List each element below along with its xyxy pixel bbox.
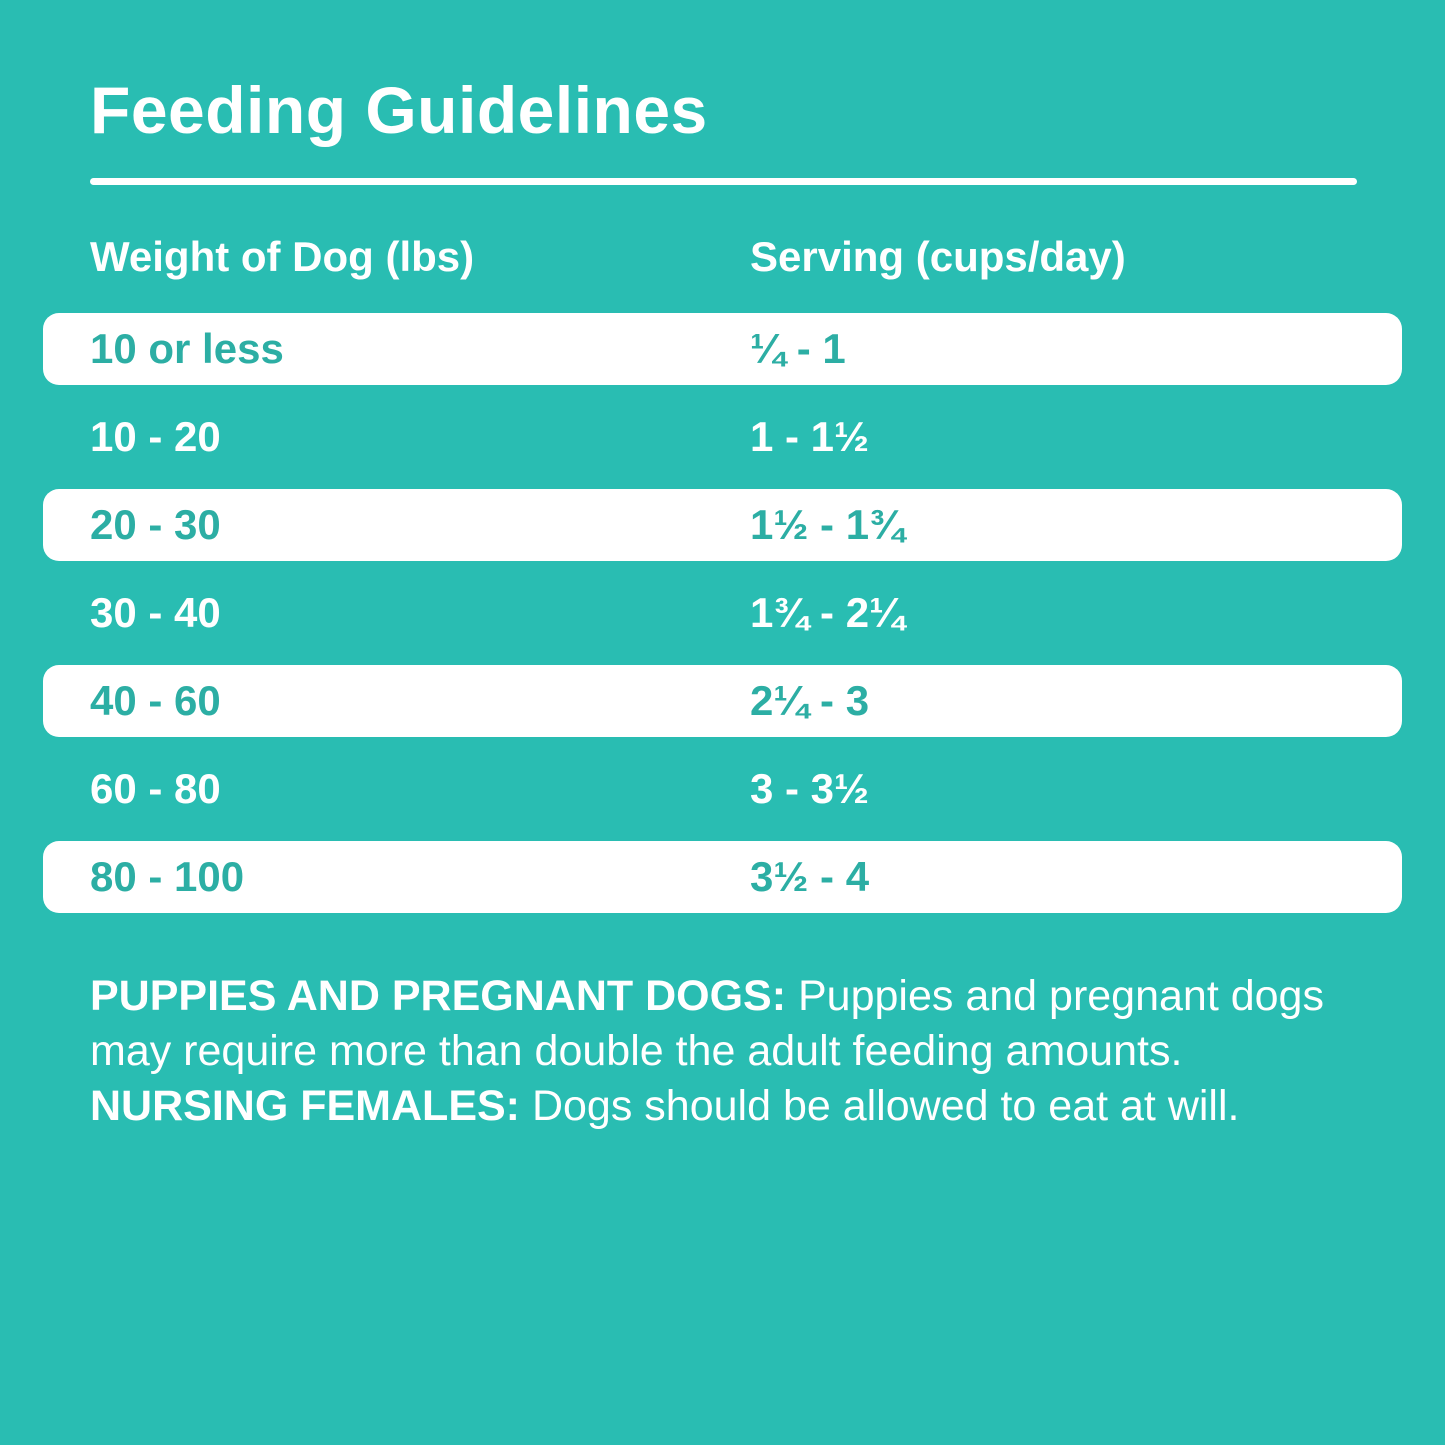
header-serving: Serving (cups/day)	[750, 233, 1126, 280]
serving-cell: 1¾ - 2¼	[750, 589, 905, 636]
panel-content: Feeding Guidelines Weight of Dog (lbs) S…	[43, 73, 1402, 1130]
table-row: 20 - 30 1½ - 1¾	[43, 489, 1402, 561]
weight-cell: 80 - 100	[90, 853, 245, 900]
feeding-table: 10 or less ¼ - 1 10 - 20 1 - 1½ 20 - 30 …	[43, 313, 1402, 913]
table-row: 80 - 100 3½ - 4	[43, 841, 1402, 913]
title-underline	[90, 178, 1357, 185]
weight-cell: 30 - 40	[90, 589, 221, 636]
serving-cell: 1½ - 1¾	[750, 501, 905, 548]
serving-cell: 3 - 3½	[750, 765, 870, 812]
weight-cell: 60 - 80	[90, 765, 221, 812]
weight-cell: 20 - 30	[90, 501, 221, 548]
serving-cell: ¼ - 1	[750, 325, 846, 372]
feeding-notes: PUPPIES AND PREGNANT DOGS: Puppies and p…	[90, 972, 1324, 1130]
page-title: Feeding Guidelines	[90, 73, 708, 147]
table-row: 60 - 80 3 - 3½	[43, 753, 1402, 825]
weight-cell: 40 - 60	[90, 677, 221, 724]
table-row: 10 - 20 1 - 1½	[43, 401, 1402, 473]
serving-cell: 2¼ - 3	[750, 677, 870, 724]
table-row: 40 - 60 2¼ - 3	[43, 665, 1402, 737]
table-row: 30 - 40 1¾ - 2¼	[43, 577, 1402, 649]
weight-cell: 10 - 20	[90, 413, 221, 460]
table-header-row: Weight of Dog (lbs) Serving (cups/day)	[90, 233, 1402, 281]
weight-cell: 10 or less	[90, 325, 284, 372]
serving-cell: 3½ - 4	[750, 853, 870, 900]
header-weight: Weight of Dog (lbs)	[90, 233, 475, 280]
table-row: 10 or less ¼ - 1	[43, 313, 1402, 385]
serving-cell: 1 - 1½	[750, 413, 870, 460]
